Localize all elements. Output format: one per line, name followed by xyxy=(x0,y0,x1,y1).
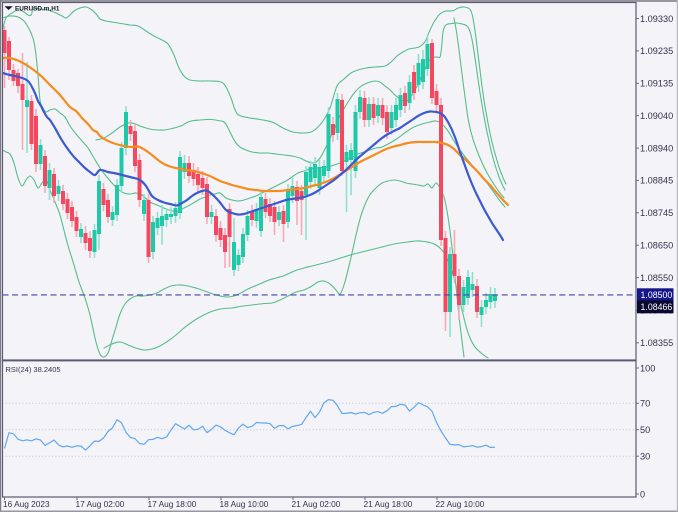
svg-text:1.08745: 1.08745 xyxy=(640,208,673,218)
svg-text:1.09040: 1.09040 xyxy=(640,111,673,121)
svg-text:21 Aug 02:00: 21 Aug 02:00 xyxy=(292,499,341,509)
svg-text:17 Aug 02:00: 17 Aug 02:00 xyxy=(76,499,125,509)
svg-text:1.08845: 1.08845 xyxy=(640,176,673,186)
svg-text:1.09235: 1.09235 xyxy=(640,46,673,56)
svg-text:1.08500: 1.08500 xyxy=(641,290,673,300)
svg-text:EURUSD.m,H1: EURUSD.m,H1 xyxy=(15,5,60,12)
svg-text:1.08940: 1.08940 xyxy=(640,143,673,153)
svg-text:17 Aug 18:00: 17 Aug 18:00 xyxy=(148,499,197,509)
svg-text:70: 70 xyxy=(640,399,650,409)
svg-text:30: 30 xyxy=(640,452,650,462)
svg-text:1.09135: 1.09135 xyxy=(640,79,673,89)
svg-text:1.08550: 1.08550 xyxy=(640,273,673,283)
svg-text:18 Aug 10:00: 18 Aug 10:00 xyxy=(220,499,269,509)
svg-text:16 Aug 2023: 16 Aug 2023 xyxy=(3,499,50,509)
svg-text:1.08466: 1.08466 xyxy=(641,302,673,312)
svg-text:1.08355: 1.08355 xyxy=(640,338,673,348)
svg-text:100: 100 xyxy=(640,363,655,373)
svg-text:0: 0 xyxy=(640,489,645,499)
svg-text:22 Aug 10:00: 22 Aug 10:00 xyxy=(436,499,485,509)
svg-text:21 Aug 18:00: 21 Aug 18:00 xyxy=(364,499,413,509)
svg-text:1.08650: 1.08650 xyxy=(640,241,673,251)
svg-text:50: 50 xyxy=(640,425,650,435)
svg-text:1.09330: 1.09330 xyxy=(640,14,673,24)
svg-text:RSI(24) 38.2405: RSI(24) 38.2405 xyxy=(6,365,61,374)
